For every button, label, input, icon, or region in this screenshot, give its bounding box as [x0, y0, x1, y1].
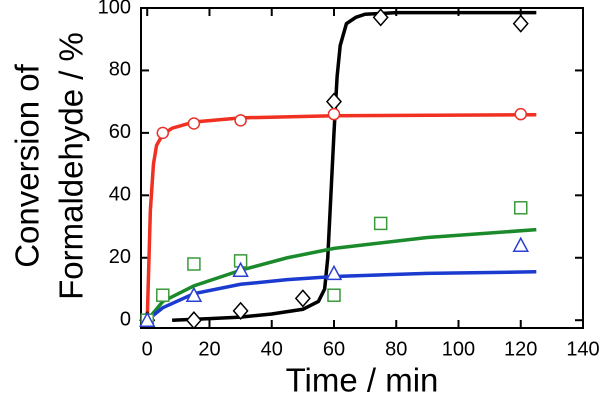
- data-point: [138, 311, 156, 327]
- x-tick-label: 20: [198, 338, 220, 360]
- x-tick-label: 60: [323, 338, 345, 360]
- x-axis-title: Time / min: [286, 362, 439, 399]
- data-point: [232, 301, 249, 320]
- data-point: [327, 288, 341, 302]
- y-tick-label: 100: [98, 0, 131, 18]
- x-tick-label: 40: [261, 338, 283, 360]
- data-point: [512, 14, 529, 33]
- x-tick-label: 80: [385, 338, 407, 360]
- x-tick-label: 140: [566, 338, 599, 360]
- data-point: [294, 289, 311, 308]
- data-point: [327, 107, 341, 121]
- data-point: [234, 114, 247, 127]
- x-tick-label: 120: [504, 338, 537, 360]
- y-tick-label: 80: [109, 59, 131, 81]
- data-point: [514, 107, 527, 121]
- y-axis-title: Conversion of: [9, 63, 46, 267]
- data-point: [187, 117, 201, 130]
- y-tick-label: 0: [120, 308, 131, 330]
- x-tick-label: 0: [142, 338, 153, 360]
- fit-curve: [172, 10, 537, 322]
- y-tick-label: 40: [109, 184, 131, 206]
- fit-curve: [146, 270, 537, 322]
- data-point: [372, 8, 389, 27]
- data-point: [185, 311, 202, 330]
- data-point: [373, 216, 388, 231]
- data-point: [513, 201, 528, 215]
- data-point: [156, 288, 170, 302]
- data-point: [187, 257, 201, 271]
- y-tick-label: 60: [109, 121, 131, 143]
- data-point: [325, 264, 343, 281]
- y-tick-label: 20: [109, 246, 131, 268]
- fit-curve: [145, 113, 537, 321]
- data-point: [325, 92, 342, 111]
- data-point: [232, 261, 249, 277]
- x-tick-label: 100: [442, 338, 475, 360]
- plot-frame: [140, 7, 584, 329]
- data-point: [185, 286, 203, 302]
- y-axis-title: Formaldehyde / %: [53, 32, 90, 300]
- data-point: [156, 126, 170, 140]
- data-point: [512, 236, 530, 253]
